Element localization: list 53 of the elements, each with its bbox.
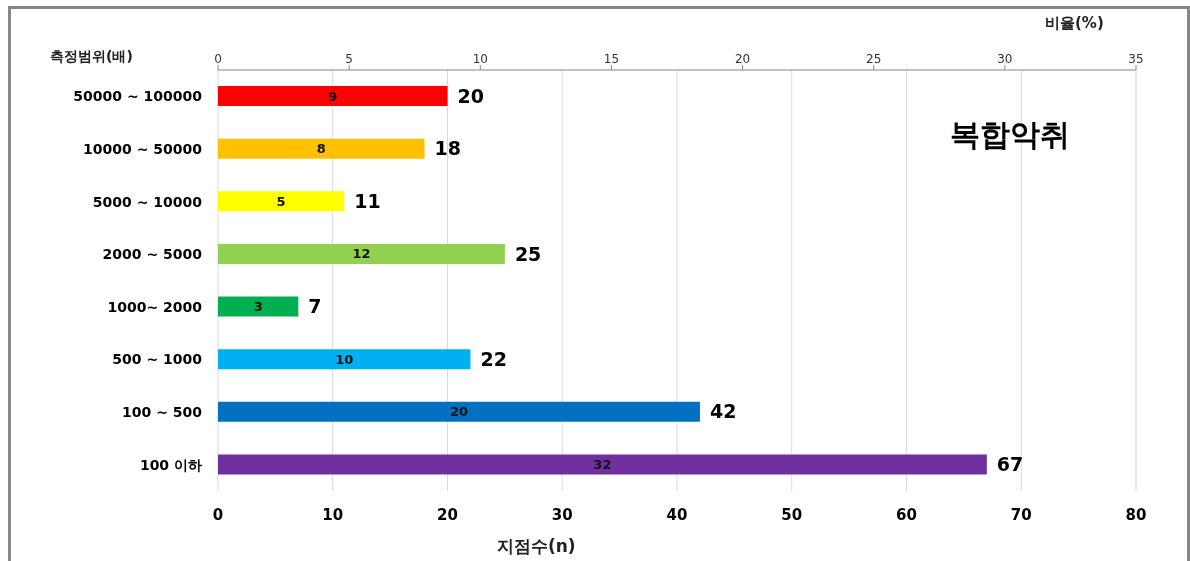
y-axis-title: 측정범위(배) xyxy=(50,48,133,66)
data-label: 67 xyxy=(996,453,1024,476)
bar xyxy=(218,86,448,106)
x2-tick-label: 15 xyxy=(603,52,620,66)
x2-tick-label: 20 xyxy=(734,52,751,66)
y-tick-label: 10000 ~ 50000 xyxy=(83,140,203,157)
x-tick-label: 30 xyxy=(551,505,573,524)
bar xyxy=(218,401,700,422)
x-tick-label: 50 xyxy=(781,505,803,524)
x2-tick-label: 30 xyxy=(997,52,1013,66)
data-label: 7 xyxy=(308,295,322,318)
data-label: 25 xyxy=(514,242,542,265)
x2-tick-label: 10 xyxy=(472,52,488,66)
bar xyxy=(218,191,345,212)
bar xyxy=(218,243,505,264)
x2-tick-label: 0 xyxy=(214,52,222,66)
text: 복합악취 xyxy=(950,116,1070,154)
bar xyxy=(218,454,987,475)
y-tick-label: 2000 ~ 5000 xyxy=(102,246,203,263)
bar xyxy=(218,296,299,317)
y-tick-label: 50000 ~ 100000 xyxy=(73,88,203,105)
x-tick-label: 60 xyxy=(896,505,917,524)
y-tick-label: 5000 ~ 10000 xyxy=(92,193,203,210)
bar xyxy=(218,349,471,370)
data-label: 11 xyxy=(354,189,381,212)
x2-tick-label: 35 xyxy=(1128,52,1144,66)
data-label: 20 xyxy=(457,84,484,107)
x2-axis-title: 비율(%) xyxy=(1045,14,1104,33)
annotation: 8 xyxy=(316,141,326,157)
y-tick-label: 500 ~ 1000 xyxy=(112,351,203,368)
x2-tick-label: 5 xyxy=(345,52,353,66)
y-tick-label: 1000~ 2000 xyxy=(107,298,203,315)
annotation: 12 xyxy=(352,246,371,262)
data-label: 42 xyxy=(709,400,737,423)
x-tick-label: 0 xyxy=(212,505,224,524)
x-tick-label: 70 xyxy=(1010,505,1032,524)
x-axis-title: 지점수(n) xyxy=(497,535,576,558)
annotation: 3 xyxy=(253,299,263,315)
x-tick-label: 40 xyxy=(666,505,688,524)
y-tick-label: 100 이하 xyxy=(139,456,202,473)
annotation: 10 xyxy=(335,351,354,367)
x2-tick-label: 25 xyxy=(866,52,882,66)
annotation: 5 xyxy=(276,193,286,209)
bar xyxy=(218,138,425,159)
y-tick-label: 100 ~ 500 xyxy=(122,404,203,421)
annotation: 9 xyxy=(328,88,338,104)
x-tick-label: 10 xyxy=(322,505,344,524)
x-tick-label: 20 xyxy=(437,505,458,524)
data-label: 18 xyxy=(434,137,461,160)
annotation: 20 xyxy=(449,404,469,420)
annotation: 32 xyxy=(593,456,612,472)
x-tick-label: 80 xyxy=(1125,505,1147,524)
data-label: 22 xyxy=(480,347,507,370)
